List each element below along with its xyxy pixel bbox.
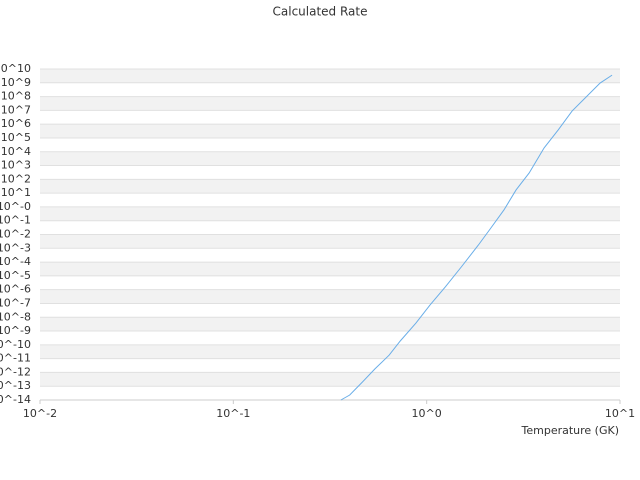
grid-band xyxy=(40,344,620,359)
x-tick-label: 10^1 xyxy=(605,407,635,420)
y-tick-label: 10^8 xyxy=(1,90,31,103)
grid-band xyxy=(40,372,620,387)
y-tick-label: 10^-0 xyxy=(0,200,31,213)
y-tick-label: 10^-2 xyxy=(0,228,31,241)
grid-band xyxy=(40,262,620,276)
grid-band xyxy=(40,151,620,166)
y-tick-label: 10^-1 xyxy=(0,214,31,227)
chart-title: Calculated Rate xyxy=(273,5,368,19)
grid-band xyxy=(40,96,620,111)
y-tick-label: 10^-3 xyxy=(0,241,31,254)
x-tick-label: 10^0 xyxy=(412,407,442,420)
x-axis-label: Temperature (GK) xyxy=(521,424,620,437)
y-tick-label: 10^-14 xyxy=(0,393,31,406)
grid-band xyxy=(40,234,620,249)
y-tick-label: 10^-8 xyxy=(0,310,31,323)
y-tick-label: 10^9 xyxy=(1,76,31,89)
data-line xyxy=(340,74,613,401)
x-tick-label: 10^-1 xyxy=(216,407,250,420)
y-tick-label: 10^-6 xyxy=(0,283,31,296)
grid-band xyxy=(40,124,620,138)
grid-band xyxy=(40,317,620,332)
y-tick-label: 10^3 xyxy=(1,159,31,172)
y-tick-label: 10^10 xyxy=(0,62,31,75)
y-tick-label: 10^-4 xyxy=(0,255,31,268)
y-tick-label: 10^7 xyxy=(1,103,31,116)
y-tick-label: 10^-9 xyxy=(0,324,31,337)
grid-band xyxy=(40,206,620,221)
y-tick-label: 10^1 xyxy=(1,186,31,199)
y-tick-label: 10^5 xyxy=(1,131,31,144)
grid-band xyxy=(40,179,620,194)
y-tick-label: 10^-11 xyxy=(0,352,31,365)
y-tick-label: 10^2 xyxy=(1,172,31,185)
x-tick-label: 10^-2 xyxy=(23,407,57,420)
y-tick-label: 10^-10 xyxy=(0,338,31,351)
y-tick-label: 10^-12 xyxy=(0,365,31,378)
grid-band xyxy=(40,69,620,83)
y-tick-label: 10^-13 xyxy=(0,379,31,392)
y-tick-label: 10^-5 xyxy=(0,269,31,282)
y-tick-label: 10^-7 xyxy=(0,296,31,309)
grid-band xyxy=(40,289,620,304)
y-tick-label: 10^4 xyxy=(1,145,31,158)
y-tick-label: 10^6 xyxy=(1,117,31,130)
